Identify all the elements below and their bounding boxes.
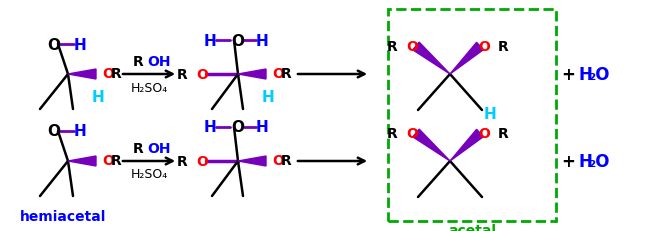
Text: H: H — [203, 120, 216, 135]
Text: H: H — [74, 37, 87, 52]
Polygon shape — [413, 130, 450, 161]
Text: O: O — [48, 124, 61, 139]
Text: hemiacetal: hemiacetal — [20, 209, 106, 223]
Text: O: O — [48, 37, 61, 52]
Text: O: O — [196, 154, 208, 168]
Text: R: R — [177, 68, 188, 82]
Text: H: H — [579, 66, 593, 84]
Text: H: H — [256, 33, 268, 48]
Text: H: H — [579, 152, 593, 170]
Text: acetal: acetal — [448, 223, 496, 231]
Text: R: R — [281, 67, 292, 81]
Text: H: H — [203, 33, 216, 48]
Text: O: O — [272, 153, 284, 167]
Text: O: O — [478, 126, 490, 140]
Text: R: R — [132, 141, 143, 155]
Text: O: O — [231, 120, 244, 135]
Text: O: O — [406, 40, 418, 54]
Text: R: R — [281, 153, 292, 167]
Text: H: H — [92, 89, 105, 104]
Text: R: R — [498, 126, 509, 140]
Text: R: R — [387, 40, 398, 54]
Text: O: O — [102, 67, 114, 81]
Polygon shape — [413, 43, 450, 75]
Polygon shape — [450, 130, 483, 161]
Text: O: O — [406, 126, 418, 140]
Text: OH: OH — [147, 55, 171, 69]
Bar — [388, 10, 556, 221]
Text: +: + — [561, 66, 575, 84]
Text: O: O — [102, 153, 114, 167]
Text: ₂O: ₂O — [588, 66, 609, 84]
Text: OH: OH — [147, 141, 171, 155]
Text: H: H — [74, 124, 87, 139]
Polygon shape — [450, 43, 483, 75]
Text: H₂SO₄: H₂SO₄ — [130, 81, 167, 94]
Text: H: H — [256, 120, 268, 135]
Text: H: H — [484, 107, 496, 122]
Text: R: R — [111, 153, 121, 167]
Text: O: O — [272, 67, 284, 81]
Text: R: R — [177, 154, 188, 168]
Polygon shape — [238, 156, 266, 166]
Text: H₂SO₄: H₂SO₄ — [130, 168, 167, 181]
Polygon shape — [238, 70, 266, 80]
Text: R: R — [498, 40, 509, 54]
Text: O: O — [231, 33, 244, 48]
Text: +: + — [561, 152, 575, 170]
Text: H: H — [262, 89, 275, 104]
Text: O: O — [478, 40, 490, 54]
Text: O: O — [196, 68, 208, 82]
Polygon shape — [68, 70, 96, 80]
Polygon shape — [68, 156, 96, 166]
Text: R: R — [387, 126, 398, 140]
Text: R: R — [132, 55, 143, 69]
Text: ₂O: ₂O — [588, 152, 609, 170]
Text: R: R — [111, 67, 121, 81]
